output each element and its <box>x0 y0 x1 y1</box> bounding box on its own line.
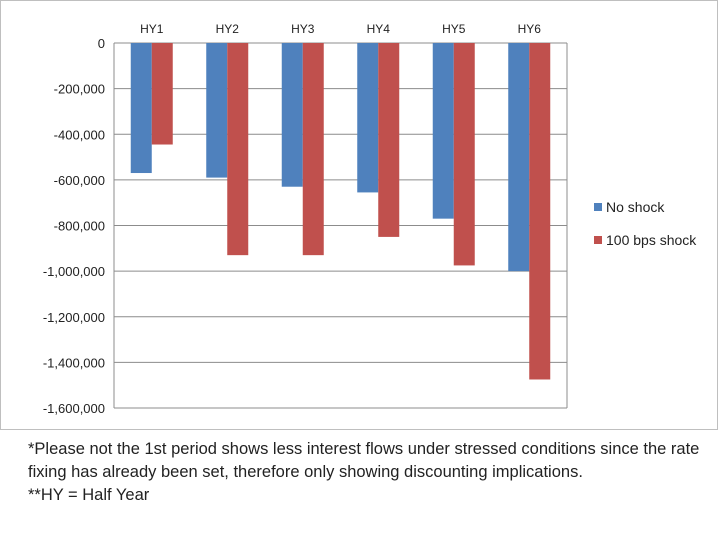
gridlines <box>114 42 567 409</box>
bar-hy4-100-bps-shock <box>378 43 400 237</box>
footnotes: *Please not the 1st period shows less in… <box>28 438 708 507</box>
category-label-hy1: HY1 <box>140 22 164 36</box>
bar-hy2-no-shock <box>206 43 228 178</box>
bar-chart: 0 -200,000 -400,000 -600,000 -800,000 -1,000,… <box>43 22 697 416</box>
y-tick-label-2: -400,000 <box>54 127 105 142</box>
bar-hy1-100-bps-shock <box>151 43 173 145</box>
category-label-hy2: HY2 <box>216 22 240 36</box>
y-tick-label-1: -200,000 <box>54 82 105 97</box>
legend-swatch-100-bps-shock <box>594 236 602 244</box>
bar-hy6-100-bps-shock <box>529 43 551 380</box>
category-label-hy6: HY6 <box>518 22 542 36</box>
category-label-hy3: HY3 <box>291 22 315 36</box>
bars <box>130 43 551 380</box>
y-axis-tick-labels: 0 -200,000 -400,000 -600,000 -800,000 -1,000,… <box>43 36 105 416</box>
category-label-hy4: HY4 <box>367 22 391 36</box>
y-tick-label-4: -800,000 <box>54 219 105 234</box>
y-tick-label-5: -1,000,000 <box>43 264 105 279</box>
plot-border <box>113 43 568 408</box>
legend-label-100-bps-shock: 100 bps shock <box>606 232 697 248</box>
y-tick-label-3: -600,000 <box>54 173 105 188</box>
bar-hy2-100-bps-shock <box>227 43 249 256</box>
y-tick-label-8: -1,600,000 <box>43 401 105 416</box>
footnote-period-explanation: *Please not the 1st period shows less in… <box>28 440 700 481</box>
bar-hy3-no-shock <box>281 43 303 187</box>
bar-hy4-no-shock <box>357 43 379 193</box>
legend-label-no-shock: No shock <box>606 199 665 215</box>
footnote-hy-definition: **HY = Half Year <box>28 486 150 504</box>
bar-hy3-100-bps-shock <box>302 43 324 256</box>
chart-area: 0 -200,000 -400,000 -600,000 -800,000 -1,000,… <box>0 0 718 430</box>
category-labels: HY1 HY2 HY3 HY4 HY5 HY6 <box>140 22 541 36</box>
legend-swatch-no-shock <box>594 203 602 211</box>
bar-hy1-no-shock <box>130 43 152 174</box>
y-tick-label-6: -1,200,000 <box>43 310 105 325</box>
legend: No shock 100 bps shock <box>594 199 697 248</box>
bar-hy5-no-shock <box>432 43 454 219</box>
bar-hy6-no-shock <box>508 43 530 272</box>
bar-hy5-100-bps-shock <box>453 43 475 266</box>
y-tick-label-0: 0 <box>98 36 105 51</box>
y-tick-label-7: -1,400,000 <box>43 355 105 370</box>
category-label-hy5: HY5 <box>442 22 466 36</box>
